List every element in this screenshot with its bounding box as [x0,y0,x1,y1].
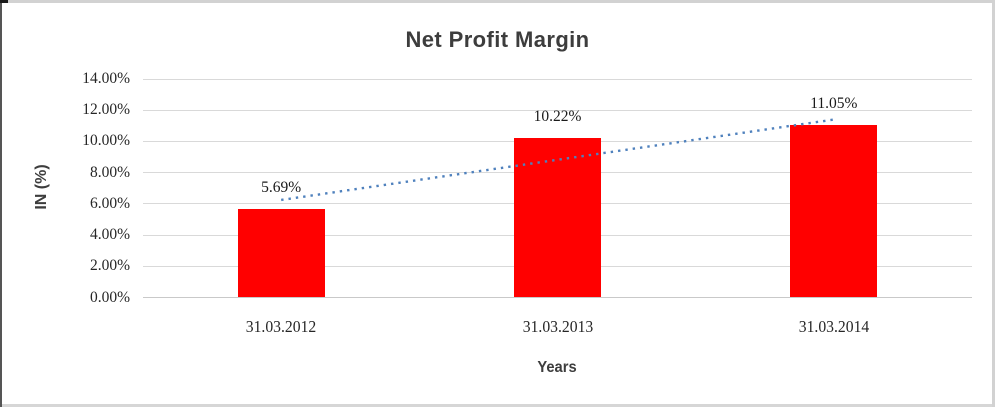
frame-border-left [0,0,2,407]
frame-border-right [992,0,995,407]
bar-data-label: 11.05% [810,95,858,113]
x-axis-category-label: 31.03.2013 [522,317,593,336]
y-axis-tick-label: 10.00% [82,132,130,150]
y-axis-tick-label: 12.00% [82,101,130,119]
y-axis-tick-label: 0.00% [89,288,130,306]
bar-data-label: 10.22% [533,107,582,125]
bar-31.03.2012 [237,208,325,298]
gridline [143,78,972,80]
gridline [143,109,972,111]
chart-title: Net Profit Margin [405,27,590,52]
x-axis-line [143,297,972,298]
frame-border-top [0,0,995,3]
bar-data-label: 5.69% [261,178,302,196]
x-axis-category-label: 31.03.2014 [798,317,870,336]
y-axis-tick-label: 8.00% [89,163,130,181]
y-axis-tick-label: 4.00% [89,226,130,244]
x-axis-category-label: 31.03.2012 [245,317,317,336]
bar-31.03.2014 [790,125,878,298]
bar-31.03.2013 [514,137,601,298]
frame-border-bottom [0,404,995,407]
frame-border-corner [0,0,8,3]
y-axis-tick-label: 2.00% [89,257,130,275]
x-axis-title: Years [537,359,577,376]
y-axis-tick-label: 6.00% [89,194,130,212]
y-axis-tick-label: 14.00% [82,70,130,87]
